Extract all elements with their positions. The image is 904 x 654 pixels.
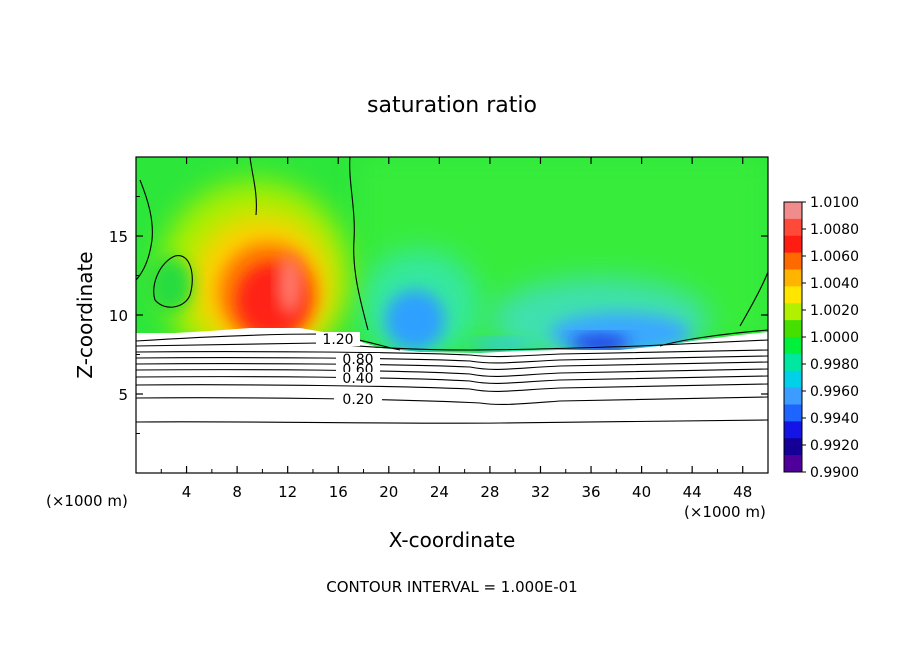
colorbar-segment (784, 320, 802, 338)
x-tick-label: 44 (683, 483, 702, 501)
y-tick-label: 5 (118, 386, 128, 404)
x-unit-right: (×1000 m) (684, 503, 766, 521)
colorbar-segment (784, 421, 802, 439)
colorbar-segment (784, 286, 802, 304)
y-tick-label: 10 (109, 307, 128, 325)
x-tick-label: 4 (182, 483, 192, 501)
x-axis-label: X-coordinate (389, 528, 516, 552)
plot-area: 1.20 0.80 0.60 0.40 0.20 (136, 157, 768, 473)
colorbar-segment (784, 353, 802, 372)
contour-lines (136, 157, 768, 424)
colorbar-tick-label: 1.0100 (810, 195, 859, 211)
x-tick-label: 20 (379, 483, 398, 501)
x-tick-label: 32 (531, 483, 550, 501)
colorbar-tick-label: 0.9940 (810, 411, 859, 427)
contour-label-group: 1.20 0.80 0.60 0.40 0.20 (316, 332, 382, 408)
x-tick-label: 8 (232, 483, 242, 501)
colorbar-segment (784, 337, 802, 355)
colorbar-segment (784, 370, 802, 389)
colorbar-segment (784, 404, 802, 422)
x-tick-label: 36 (581, 483, 600, 501)
x-tick-label: 40 (632, 483, 651, 501)
contour-label: 0.20 (342, 392, 373, 408)
y-axis-ticks: 5 10 15 (109, 196, 768, 434)
colorbar-tick-label: 1.0060 (810, 249, 859, 265)
contour-label: 0.40 (342, 371, 373, 387)
y-tick-label: 15 (109, 228, 128, 246)
colorbar-segment (784, 218, 802, 237)
x-axis-ticks: 4 8 12 16 20 24 28 32 36 40 44 48 (160, 157, 752, 501)
colorbar-segment (784, 252, 802, 270)
colorbar-tick-label: 0.9920 (810, 438, 859, 454)
x-unit-left: (×1000 m) (46, 492, 128, 510)
x-tick-label: 28 (480, 483, 499, 501)
x-tick-label: 48 (733, 483, 752, 501)
chart-title: saturation ratio (367, 93, 537, 118)
x-tick-label: 24 (430, 483, 449, 501)
colorbar-segment (784, 269, 802, 287)
colorbar-tick-label: 1.0080 (810, 222, 859, 238)
saturation-field (136, 157, 768, 370)
colorbar-tick-label: 0.9980 (810, 357, 859, 373)
colorbar-tick-label: 1.0040 (810, 276, 859, 292)
colorbar-segment (784, 303, 802, 321)
colorbar-segment (784, 235, 802, 254)
colorbar-tick-label: 1.0020 (810, 303, 859, 319)
x-tick-label: 16 (329, 483, 348, 501)
colorbar: 1.0100 1.0080 1.0060 1.0040 1.0020 1.0000 0.99… (783, 195, 859, 481)
colorbar-segment (784, 438, 802, 456)
colorbar-tick-label: 0.9960 (810, 384, 859, 400)
contour-label: 1.20 (322, 332, 353, 348)
y-axis-label: Z-coordinate (73, 251, 97, 378)
colorbar-tick-label: 0.9900 (810, 465, 859, 481)
x-tick-label: 12 (278, 483, 297, 501)
colorbar-tick-label: 1.0000 (810, 330, 859, 346)
contour-interval-note: CONTOUR INTERVAL = 1.000E-01 (326, 578, 577, 596)
colorbar-segment (784, 387, 802, 405)
colorbar-segment (784, 455, 802, 473)
colorbar-segment (784, 202, 802, 220)
